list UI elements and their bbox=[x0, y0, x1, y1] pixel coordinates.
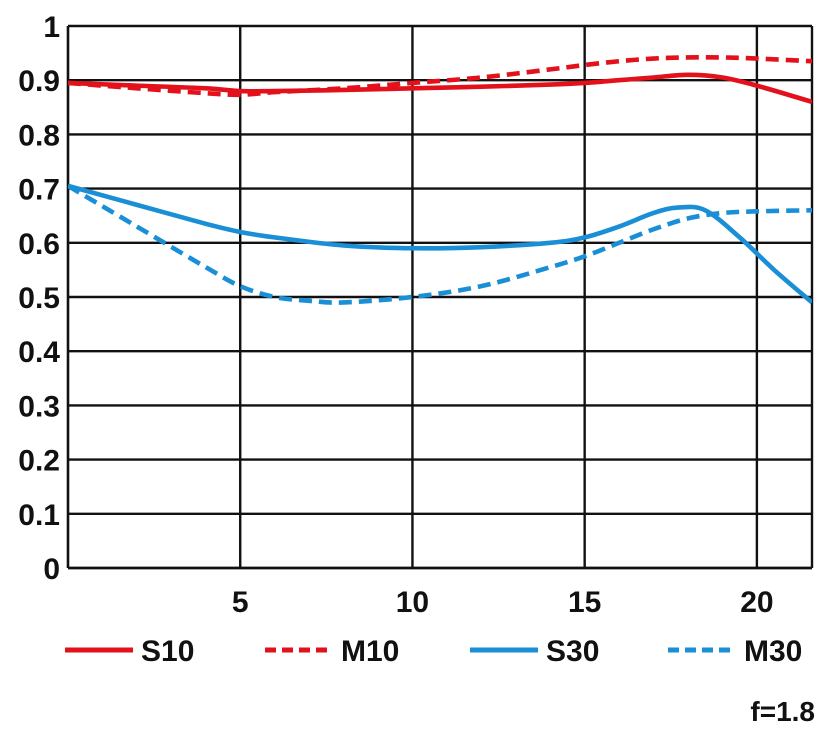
aperture-note: f=1.8 bbox=[750, 696, 815, 727]
y-tick-label: 0.8 bbox=[18, 119, 60, 152]
y-tick-label: 0 bbox=[43, 553, 60, 586]
legend: S10 M10 S30 M30 bbox=[65, 635, 802, 668]
y-tick-label: 0.7 bbox=[18, 174, 60, 207]
y-tick-label: 0.5 bbox=[18, 282, 60, 315]
axis-layer: 00.10.20.30.40.50.60.70.80.915 10 15 20 bbox=[18, 11, 773, 619]
y-tick-label: 0.4 bbox=[18, 336, 60, 369]
x-tick-label: 15 bbox=[568, 586, 601, 619]
y-tick-label: 1 bbox=[43, 11, 60, 44]
grid-layer bbox=[66, 24, 814, 570]
series-line-s10 bbox=[68, 72, 812, 105]
x-tick-label: 10 bbox=[396, 586, 429, 619]
y-tick-label: 0.1 bbox=[18, 499, 60, 532]
series-line-s30 bbox=[68, 183, 812, 305]
y-tick-label: 0.9 bbox=[18, 65, 60, 98]
series-line-m30 bbox=[68, 183, 812, 305]
y-tick-label: 0.2 bbox=[18, 445, 60, 478]
x-tick-label: 20 bbox=[740, 586, 773, 619]
y-tick-label: 0.6 bbox=[18, 228, 60, 261]
series-line-m10 bbox=[68, 55, 812, 98]
series-layer bbox=[68, 55, 812, 305]
legend-label-m30: M30 bbox=[744, 635, 802, 668]
legend-label-m10: M10 bbox=[341, 635, 399, 668]
y-tick-label: 0.3 bbox=[18, 390, 60, 423]
legend-label-s30: S30 bbox=[546, 635, 599, 668]
legend-label-s10: S10 bbox=[141, 635, 194, 668]
x-tick-label: 5 bbox=[232, 586, 249, 619]
